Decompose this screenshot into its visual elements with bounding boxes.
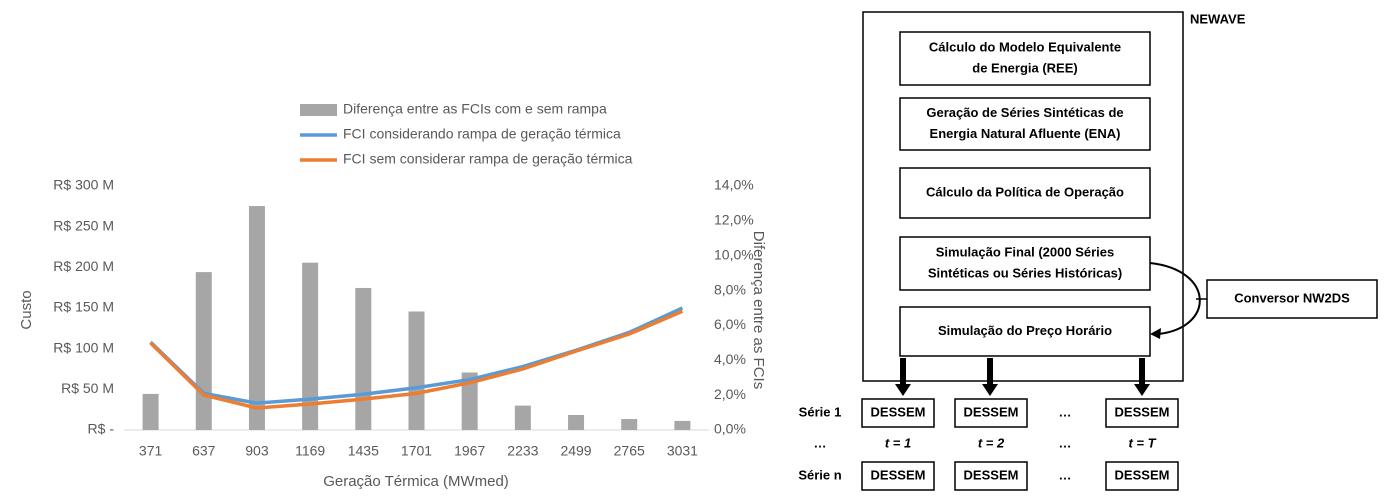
row-label: Série 1	[799, 404, 842, 419]
x-tick-label: 1701	[401, 443, 432, 459]
bar	[408, 311, 425, 430]
legend-label: FCI considerando rampa de geração térmic…	[343, 126, 621, 142]
stage-label: …	[1059, 404, 1072, 419]
newave-frame	[862, 11, 1184, 382]
line	[149, 309, 684, 410]
row-label: Série n	[798, 467, 841, 482]
process-box	[899, 97, 1151, 151]
x-tick-label: 3031	[667, 443, 698, 459]
bar	[568, 415, 585, 430]
x-tick-label: 903	[245, 443, 269, 459]
bar	[302, 262, 319, 430]
x-tick-label: 2233	[507, 443, 538, 459]
dessem-box	[1105, 461, 1179, 491]
dessem-box	[861, 398, 935, 428]
dessem-box	[954, 398, 1028, 428]
stage-label: …	[1059, 467, 1072, 482]
process-box	[899, 167, 1151, 219]
x-tick-label: 2765	[614, 443, 645, 459]
down-arrow-shaft	[1139, 358, 1145, 386]
x-tick-label: 371	[139, 443, 163, 459]
y-tick-label: R$ 200 M	[53, 258, 114, 274]
bar	[355, 287, 372, 430]
down-arrow-head	[982, 384, 998, 396]
stage-label: t = 2	[978, 435, 1005, 450]
dessem-label: DESSEM	[964, 404, 1019, 419]
process-box	[899, 31, 1151, 86]
newave-title: NEWAVE	[1190, 11, 1246, 26]
process-label: de Energia (REE)	[972, 60, 1077, 75]
row-label: …	[814, 435, 827, 450]
y-tick-label: R$ 150 M	[53, 299, 114, 315]
dessem-box	[954, 461, 1028, 491]
process-label: Cálculo da Política de Operação	[926, 184, 1124, 199]
loop-arrow	[1149, 262, 1201, 335]
process-label: Geração de Séries Sintéticas de	[926, 105, 1123, 120]
converter-box	[1206, 279, 1378, 319]
x-tick-label: 1967	[454, 443, 485, 459]
y-tick-label: R$ 50 M	[61, 380, 114, 396]
process-box	[899, 306, 1151, 357]
y2-tick-label: 12,0%	[714, 212, 754, 228]
process-label: Energia Natural Afluente (ENA)	[930, 126, 1121, 141]
bar	[195, 272, 212, 430]
bar	[674, 420, 691, 430]
stage-label: t = T	[1128, 435, 1156, 450]
stage-label: t = 1	[885, 435, 911, 450]
x-axis-label: Geração Térmica (MWmed)	[323, 473, 509, 490]
bar	[514, 405, 531, 430]
y-tick-label: R$ 250 M	[53, 217, 114, 233]
y-tick-label: R$ -	[88, 421, 115, 437]
y2-tick-label: 8,0%	[714, 281, 746, 297]
dessem-label: DESSEM	[871, 467, 926, 482]
dessem-label: DESSEM	[1115, 467, 1170, 482]
bar	[142, 393, 159, 430]
y-axis-label: Custo	[18, 290, 35, 329]
dessem-box	[861, 461, 935, 491]
y2-tick-label: 2,0%	[714, 386, 746, 402]
dessem-label: DESSEM	[1115, 404, 1170, 419]
y2-tick-label: 0,0%	[714, 421, 746, 437]
bar	[461, 372, 478, 430]
down-arrow-head	[1134, 384, 1150, 396]
down-arrow-shaft	[987, 358, 993, 386]
y2-tick-label: 4,0%	[714, 351, 746, 367]
y2-axis-label: Diferença entre as FCIs	[750, 231, 767, 389]
bar	[621, 419, 638, 430]
down-arrow-shaft	[900, 358, 906, 386]
process-box	[899, 236, 1151, 291]
y-tick-label: R$ 300 M	[53, 177, 114, 193]
legend-label: FCI sem considerar rampa de geração térm…	[343, 151, 633, 167]
x-tick-label: 1435	[348, 443, 379, 459]
bar	[248, 206, 265, 430]
process-label: Cálculo do Modelo Equivalente	[929, 39, 1121, 54]
x-tick-label: 2499	[560, 443, 591, 459]
x-tick-label: 1169	[295, 443, 325, 459]
y2-tick-label: 14,0%	[714, 177, 754, 193]
y-tick-label: R$ 100 M	[53, 339, 114, 355]
y2-tick-label: 6,0%	[714, 316, 746, 332]
stage-label: …	[1059, 435, 1072, 450]
process-label: Sintéticas ou Séries Históricas)	[928, 265, 1122, 280]
legend-swatch	[300, 104, 337, 116]
process-label: Simulação Final (2000 Séries	[936, 244, 1114, 259]
dessem-box	[1105, 398, 1179, 428]
arrow-head	[1150, 328, 1161, 339]
converter-label: Conversor NW2DS	[1234, 290, 1350, 305]
down-arrow-head	[895, 384, 911, 396]
dessem-label: DESSEM	[964, 467, 1019, 482]
process-label: Simulação do Preço Horário	[938, 323, 1112, 338]
x-tick-label: 637	[192, 443, 216, 459]
dessem-label: DESSEM	[871, 404, 926, 419]
y2-tick-label: 10,0%	[714, 246, 754, 262]
legend-label: Diferença entre as FCIs com e sem rampa	[343, 101, 607, 117]
